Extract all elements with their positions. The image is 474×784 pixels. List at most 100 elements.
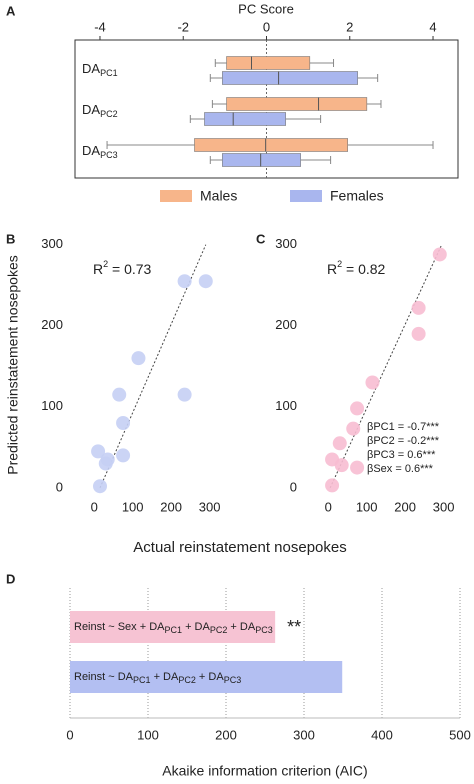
y-tick-label: 300 [41,236,63,251]
x-axis-title: PC Score [238,1,294,16]
x-tick-label: 0 [263,19,270,34]
text-part: + DA [151,671,179,683]
coefficient: βPC3 = 0.6*** [367,449,436,461]
x-tick-label: 300 [199,499,221,514]
text-part: PC1 [165,625,183,635]
point [365,375,380,390]
panel-label: A [6,3,16,18]
point [116,448,131,463]
legend-swatch [290,190,322,202]
category-label: DAPC3 [82,143,118,160]
x-axis-title: Actual reinstatement nosepokes [133,539,346,556]
x-tick-label: 100 [356,499,378,514]
text-part: 2 [337,259,342,269]
point [198,274,213,289]
point [411,300,426,315]
text-part: PC3 [100,150,118,160]
y-tick-label: 200 [275,317,297,332]
x-axis-title: Akaike information criterion (AIC) [162,763,367,779]
point [350,401,365,416]
x-tick-label: 0 [91,499,98,514]
x-tick-label: 300 [433,499,455,514]
legend-swatch [160,190,192,202]
x-tick-label: 400 [371,727,393,742]
x-tick-label: 100 [137,727,159,742]
text-part: PC1 [100,68,118,78]
y-tick-label: 100 [275,398,297,413]
text-part: DA [82,102,100,117]
x-tick-label: 500 [449,727,471,742]
fit-line [329,244,443,489]
point [112,387,127,402]
text-part: R [93,261,103,277]
box [204,112,286,126]
text-part: = 0.82 [342,261,385,277]
text-part: PC3 [255,625,273,635]
category-label: DAPC2 [82,102,118,119]
point [411,326,426,341]
text-part: + DA [196,671,224,683]
significance: ** [287,617,301,637]
point [332,436,347,451]
coefficient: βPC1 = -0.7*** [367,421,440,433]
point [98,456,113,471]
y-tick-label: 200 [41,317,63,332]
r-squared: R2 = 0.73 [93,259,152,276]
box [226,97,368,111]
text-part: PC3 [224,675,242,685]
point [346,421,361,436]
panel-label: B [6,231,15,246]
box [194,138,348,152]
x-tick-label: 0 [66,727,73,742]
x-tick-label: 200 [160,499,182,514]
point [325,478,340,493]
bar [70,611,276,643]
r-squared: R2 = 0.82 [327,259,386,276]
text-part: + DA [227,621,255,633]
x-tick-label: 0 [325,499,332,514]
panel-label: D [6,571,15,586]
text-part: 2 [103,259,108,269]
text-part: Reinst ~ DA [74,671,134,683]
box [226,56,311,70]
point [350,460,365,475]
point [131,351,146,366]
text-part: PC2 [100,109,118,119]
x-tick-label: -2 [177,19,189,34]
y-tick-label: 100 [41,398,63,413]
text-part: PC2 [178,675,196,685]
legend-label: Males [200,188,237,204]
point [334,458,349,473]
point [116,416,131,431]
text-part: = 0.73 [108,261,151,277]
text-part: DA [82,61,100,76]
text-part: PC1 [133,675,151,685]
coefficient: βPC2 = -0.2*** [367,435,440,447]
point [177,274,192,289]
x-tick-label: -4 [94,19,106,34]
text-part: + DA [182,621,210,633]
x-tick-label: 200 [215,727,237,742]
point [177,387,192,402]
box [222,71,358,85]
x-tick-label: 4 [429,19,436,34]
point [432,247,447,262]
text-part: DA [82,143,100,158]
category-label: DAPC1 [82,61,118,78]
point [91,444,106,459]
coefficient: βSex = 0.6*** [367,463,434,475]
bar [70,661,343,693]
y-tick-label: 0 [290,479,297,494]
text-part: PC2 [210,625,228,635]
panel-label: C [256,231,266,246]
y-tick-label: 0 [56,479,63,494]
legend-label: Females [330,188,384,204]
y-axis-title: Predicted reinstatement nosepokes [5,255,21,474]
point [93,479,107,494]
y-tick-label: 300 [275,236,297,251]
x-tick-label: 300 [293,727,315,742]
x-tick-label: 2 [346,19,353,34]
box [222,153,301,167]
x-tick-label: 100 [122,499,144,514]
